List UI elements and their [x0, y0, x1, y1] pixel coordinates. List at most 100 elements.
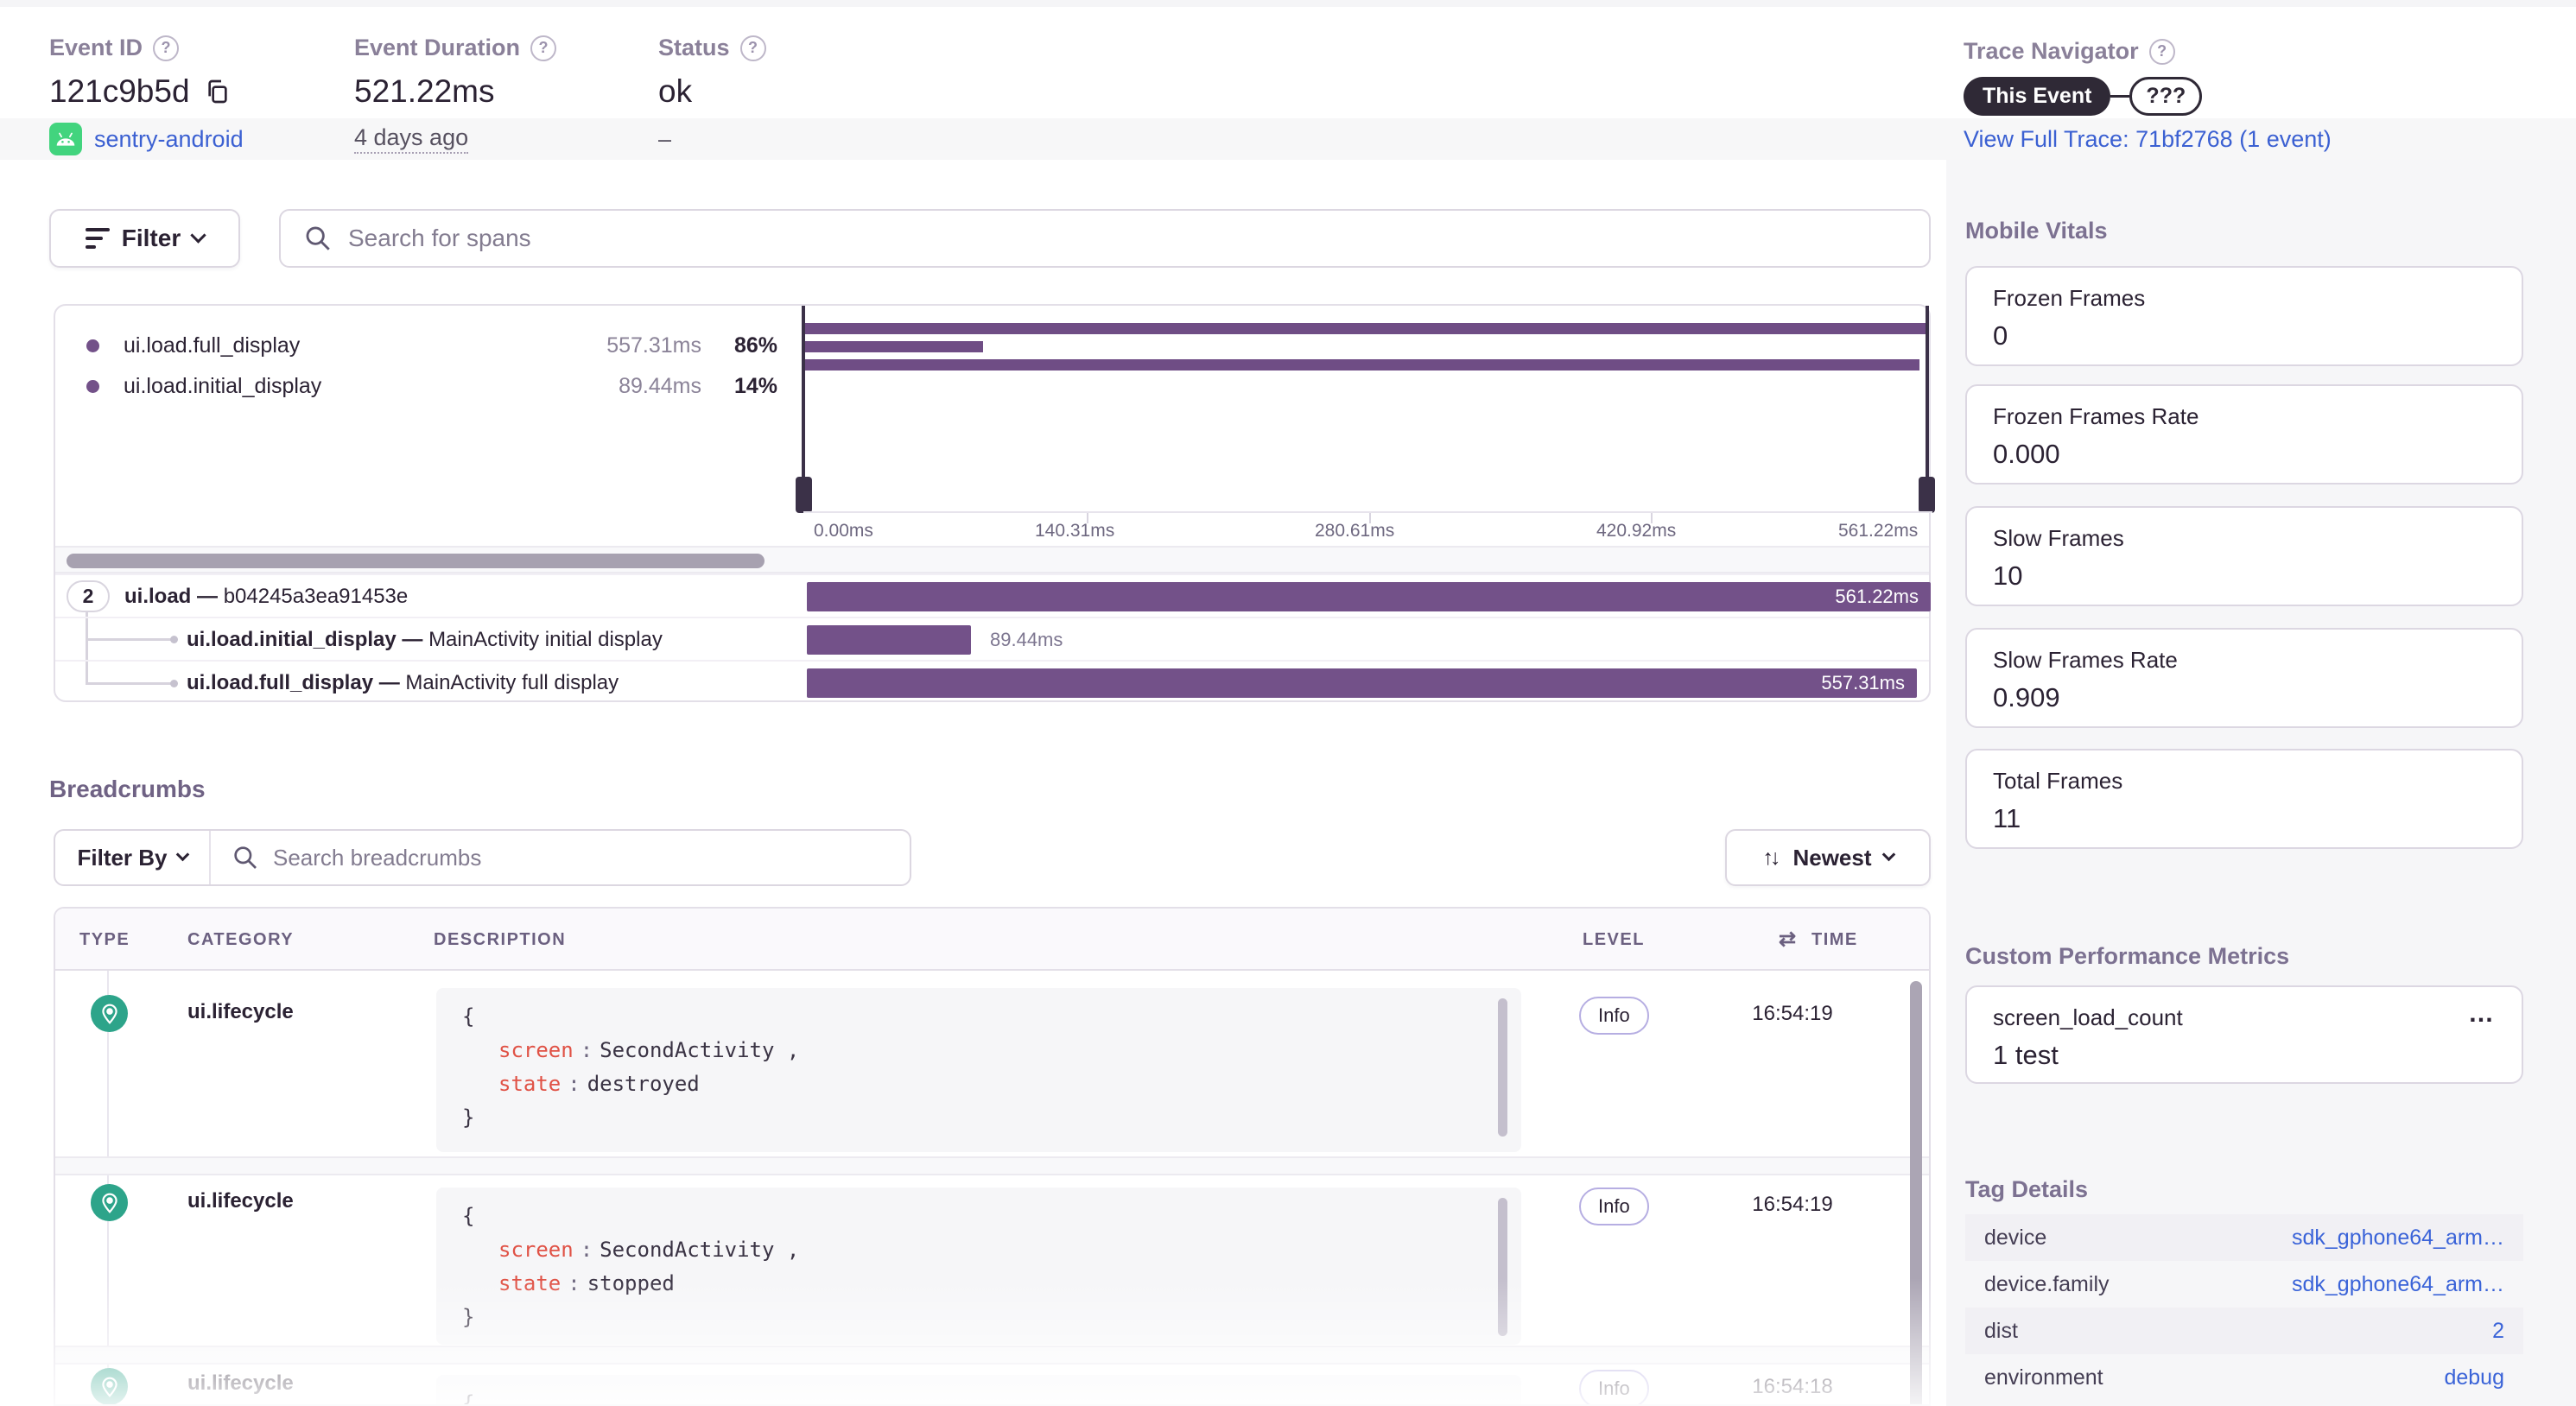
location-pin-icon [91, 1368, 128, 1404]
span-duration-label: 89.44ms [990, 629, 1063, 650]
help-icon[interactable]: ? [153, 35, 180, 61]
breadcrumb-code-block[interactable]: { screen: SecondActivity , state: stopped … [436, 1188, 1521, 1345]
code-scrollbar-thumb[interactable] [1498, 998, 1507, 1137]
col-type: TYPE [79, 930, 130, 949]
vital-value: 0.909 [1993, 682, 2060, 712]
col-level: LEVEL [1583, 930, 1645, 949]
sort-label: Newest [1792, 844, 1872, 871]
breadcrumb-code-block[interactable]: { [436, 1375, 1521, 1406]
spans-search-input[interactable] [348, 225, 1907, 252]
event-duration-label: Event Duration [354, 35, 521, 60]
this-event-pill[interactable]: This Event [1964, 77, 2111, 116]
span-tree-row[interactable]: ui.load.initial_display — MainActivity i… [55, 617, 1929, 660]
project-link[interactable]: sentry-android [94, 125, 244, 152]
tag-details-title: Tag Details [1965, 1176, 2089, 1202]
vital-label: Slow Frames Rate [1993, 647, 2178, 673]
event-age-item[interactable]: 4 days ago [354, 118, 469, 160]
minimap-span-bar [805, 323, 1926, 334]
spans-filter-button[interactable]: Filter [49, 209, 240, 268]
axis-label: 280.61ms [1315, 521, 1395, 541]
project-item[interactable]: sentry-android [49, 118, 244, 160]
span-type-dot [86, 339, 99, 352]
viewport-left-handle[interactable] [796, 477, 812, 513]
axis-tick [1087, 513, 1088, 523]
vital-card: Frozen Frames 0 [1965, 266, 2523, 366]
span-op: ui.load.full_display [187, 671, 374, 694]
span-tree-row[interactable]: 2 ui.load — b04245a3ea91453e 561.22ms [55, 573, 1931, 617]
event-id-label: Event ID [49, 35, 143, 60]
span-separator: — [402, 628, 423, 651]
level-badge: Info [1579, 997, 1649, 1035]
copy-icon[interactable] [204, 78, 232, 105]
event-age[interactable]: 4 days ago [354, 124, 469, 154]
axis-label: 0.00ms [814, 521, 873, 541]
span-separator: — [378, 671, 400, 694]
tag-value-link[interactable]: debug [2444, 1365, 2504, 1390]
tag-row: device.family sdk_gphone64_arm… [1965, 1261, 2523, 1308]
vital-card: Slow Frames 10 [1965, 506, 2523, 606]
tag-value-link[interactable]: sdk_gphone64_arm… [2292, 1225, 2504, 1250]
tree-connector-line [86, 638, 174, 641]
breadcrumb-category: ui.lifecycle [187, 1371, 294, 1395]
legend-duration: 557.31ms [606, 332, 701, 358]
help-icon[interactable]: ? [530, 35, 557, 61]
span-children-badge[interactable]: 2 [67, 580, 110, 612]
chevron-down-icon [190, 227, 206, 244]
span-separator: — [197, 585, 219, 608]
span-description: MainActivity full display [405, 671, 619, 694]
span-duration-bar[interactable] [807, 625, 971, 655]
vital-card: Slow Frames Rate 0.909 [1965, 628, 2523, 728]
help-icon[interactable]: ? [2148, 38, 2175, 65]
overflow-menu-icon[interactable]: … [2468, 999, 2497, 1028]
status-value: ok [658, 73, 693, 109]
tree-connector-dot [170, 680, 178, 687]
top-divider-strip [0, 0, 2576, 7]
chevron-down-icon [1881, 847, 1895, 862]
trace-navigator: Trace Navigator ? This Event ??? [1964, 38, 2203, 116]
breadcrumb-time: 16:54:18 [1752, 1375, 1833, 1398]
col-category: CATEGORY [187, 930, 295, 949]
swap-arrows-icon[interactable]: ⇄ [1779, 928, 1797, 951]
breadcrumbs-vscrollbar-thumb[interactable] [1910, 981, 1922, 1404]
status-column: Status ? ok [658, 35, 766, 110]
tag-row: device sdk_gphone64_arm… [1965, 1214, 2523, 1261]
axis-tick [1369, 513, 1371, 523]
view-full-trace-link[interactable]: View Full Trace: 71bf2768 (1 event) [1964, 125, 2332, 152]
breadcrumb-code-block[interactable]: { screen: SecondActivity , state: destroye… [436, 988, 1521, 1152]
span-type-dot [86, 379, 99, 393]
span-duration-bar[interactable]: 561.22ms [807, 582, 1931, 611]
span-duration-bar[interactable]: 557.31ms [807, 668, 1917, 698]
col-time[interactable]: TIME [1811, 930, 1858, 949]
legend-percent: 14% [733, 373, 777, 398]
location-pin-icon [91, 1184, 128, 1221]
chevron-down-icon [175, 847, 189, 862]
tag-value-link[interactable]: 2 [2492, 1318, 2504, 1343]
tag-row: dist 2 [1965, 1308, 2523, 1354]
breadcrumb-row: ui.lifecycle { screen: SecondActivity , s… [55, 971, 1929, 1156]
tag-row: environment debug [1965, 1354, 2523, 1401]
viewport-right-handle[interactable] [1919, 477, 1935, 513]
span-tree-row[interactable]: ui.load.full_display — MainActivity full… [55, 660, 1929, 702]
span-description: b04245a3ea91453e [223, 585, 409, 608]
spans-hscrollbar-thumb[interactable] [67, 554, 765, 568]
custom-metric-value: 1 test [1993, 1040, 2059, 1070]
code-scrollbar-thumb[interactable] [1498, 1198, 1507, 1336]
help-icon[interactable]: ? [739, 35, 766, 61]
span-op: ui.load [124, 585, 192, 608]
code-brace: { [462, 1391, 475, 1406]
breadcrumbs-filter-by-button[interactable]: Filter By [55, 831, 211, 884]
unknown-trace-pill[interactable]: ??? [2129, 77, 2203, 116]
tag-key: environment [1984, 1365, 2103, 1390]
breadcrumb-row: ui.lifecycle { screen: SecondActivity , s… [55, 1175, 1929, 1346]
spans-hscrollbar-track [55, 546, 1929, 573]
row-separator [55, 1346, 1929, 1365]
tag-value-link[interactable]: sdk_gphone64_arm… [2292, 1271, 2504, 1296]
breadcrumbs-search-input[interactable] [273, 844, 889, 871]
breadcrumbs-sort-button[interactable]: ↑↓ Newest [1725, 829, 1931, 886]
minimap-span-bar [805, 341, 983, 352]
vital-label: Frozen Frames Rate [1993, 403, 2199, 429]
breadcrumb-time: 16:54:19 [1752, 1193, 1833, 1216]
android-icon [49, 123, 82, 155]
event-id-label-row: Event ID ? [49, 35, 232, 61]
event-duration-value: 521.22ms [354, 73, 495, 109]
